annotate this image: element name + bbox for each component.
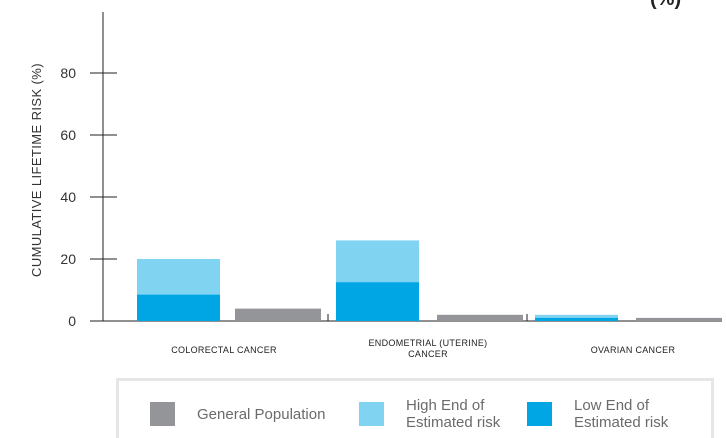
category-label-2: ENDOMETRIAL (UTERINE) CANCER bbox=[369, 338, 488, 359]
legend-swatch-general-population bbox=[150, 402, 175, 426]
legend-label-low-end: Low End of Estimated risk bbox=[574, 397, 669, 431]
legend-item-general-population: General Population bbox=[150, 394, 325, 434]
legend: General Population High End of Estimated… bbox=[116, 378, 714, 438]
bar-general-population-3 bbox=[636, 317, 722, 321]
plot-area: 0 20 40 60 80 COLORECTAL CANCER ENDOMETRIAL (U… bbox=[60, 12, 722, 359]
y-tick-label-0: 0 bbox=[68, 313, 76, 329]
legend-label-general-population: General Population bbox=[197, 405, 326, 423]
y-tick-label-40: 40 bbox=[60, 189, 76, 205]
legend-item-low-end: Low End of Estimated risk bbox=[527, 394, 668, 434]
bar-low-end-2 bbox=[336, 282, 419, 321]
legend-swatch-high-end bbox=[359, 402, 384, 426]
category-label-1: COLORECTAL CANCER bbox=[171, 345, 277, 355]
y-tick-label-60: 60 bbox=[60, 127, 76, 143]
y-tick-label-20: 20 bbox=[60, 251, 76, 267]
legend-item-high-end: High End of Estimated risk bbox=[359, 394, 500, 434]
y-axis-label: CUMULATIVE LIFETIME RISK (%) bbox=[29, 63, 44, 277]
bar-low-end-1 bbox=[137, 294, 220, 321]
bar-low-end-3 bbox=[535, 317, 618, 321]
bar-general-population-1 bbox=[235, 308, 321, 321]
legend-swatch-low-end bbox=[527, 402, 552, 426]
category-label-3: OVARIAN CANCER bbox=[591, 345, 676, 355]
y-tick-label-80: 80 bbox=[60, 65, 76, 81]
legend-label-high-end: High End of Estimated risk bbox=[406, 397, 501, 431]
chart-title-fragment: (%) bbox=[650, 0, 681, 10]
bar-general-population-2 bbox=[437, 314, 523, 321]
